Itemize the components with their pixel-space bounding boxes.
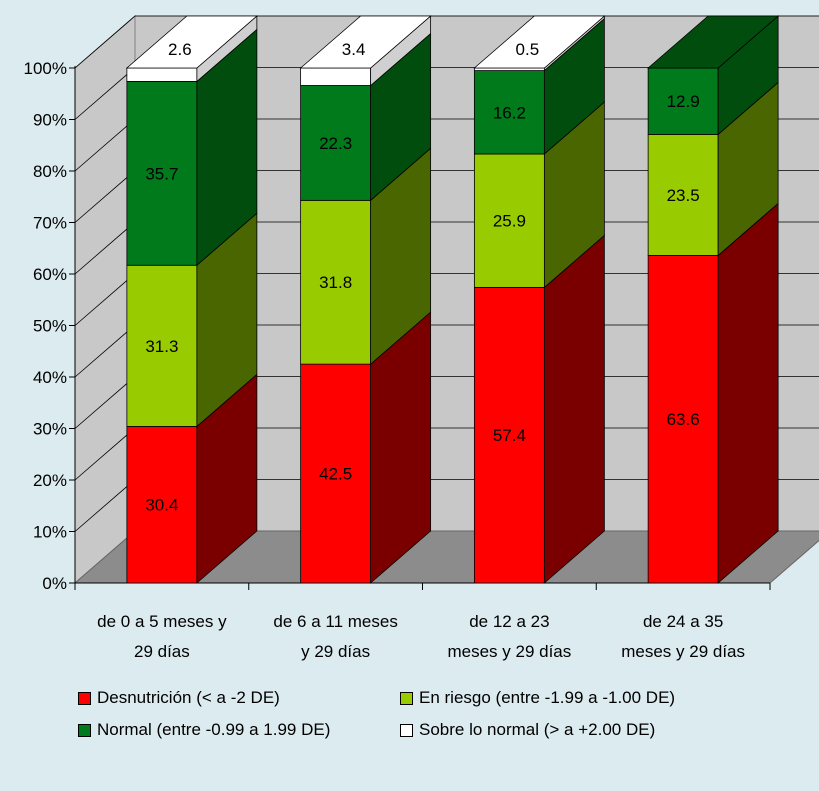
y-tick-label: 40% — [33, 368, 67, 387]
bar-segment — [647, 255, 719, 584]
legend-swatch — [78, 691, 91, 705]
legend-item: Sobre lo normal (> a +2.00 DE) — [400, 720, 768, 740]
legend-item: Desnutrición (< a -2 DE) — [78, 688, 400, 708]
y-tick-label: 50% — [33, 317, 67, 336]
y-tick-label: 80% — [33, 162, 67, 181]
x-category-label: de 0 a 5 meses y 29 días — [97, 612, 227, 661]
bar-top — [299, 15, 432, 69]
data-label: 63.6 — [667, 410, 700, 429]
x-category-label: de 12 a 23 meses y 29 días — [447, 612, 571, 661]
data-label: 23.5 — [667, 186, 700, 205]
data-label: 2.6 — [168, 40, 192, 59]
y-tick-label: 100% — [24, 59, 67, 78]
data-label: 0.5 — [516, 40, 540, 59]
y-tick-label: 70% — [33, 214, 67, 233]
bar-segment-side — [543, 234, 605, 584]
data-label: 35.7 — [145, 164, 178, 183]
data-label: 12.9 — [667, 92, 700, 111]
bar-top — [473, 15, 606, 69]
data-label: 57.4 — [493, 426, 526, 445]
bar-stack — [125, 15, 258, 584]
data-label: 25.9 — [493, 212, 526, 231]
data-label: 31.3 — [145, 337, 178, 356]
bar-segment — [300, 363, 372, 584]
y-tick-label: 60% — [33, 265, 67, 284]
legend-label: Sobre lo normal (> a +2.00 DE) — [419, 720, 656, 739]
bar-segment — [300, 85, 372, 201]
y-tick-label: 90% — [33, 111, 67, 130]
bar-segment — [300, 67, 372, 86]
bar-segment-side — [717, 202, 779, 584]
legend: Desnutrición (< a -2 DE) En riesgo (entre… — [78, 688, 768, 740]
bar-top — [647, 15, 780, 69]
y-tick-label: 30% — [33, 420, 67, 439]
legend-label: En riesgo (entre -1.99 a -1.00 DE) — [419, 688, 676, 707]
legend-swatch — [400, 691, 413, 705]
data-label: 31.8 — [319, 273, 352, 292]
legend-item: Normal (entre -0.99 a 1.99 DE) — [78, 720, 400, 740]
legend-item: En riesgo (entre -1.99 a -1.00 DE) — [400, 688, 768, 708]
y-tick-label: 0% — [42, 574, 67, 593]
bar-segment — [126, 80, 198, 266]
bar-segment — [126, 67, 198, 82]
legend-label: Normal (entre -0.99 a 1.99 DE) — [97, 720, 331, 739]
data-label: 30.4 — [145, 496, 178, 515]
stacked-bar-chart: 0% 10% 20% 30% 40% 50% 60% 70% 80% 90% 100% de 0 a … — [24, 14, 819, 661]
legend-label: Desnutrición (< a -2 DE) — [97, 688, 280, 707]
data-label: 22.3 — [319, 134, 352, 153]
bar-top — [125, 15, 258, 69]
y-tick-label: 10% — [33, 523, 67, 542]
x-category-label: de 6 a 11 meses y 29 días — [273, 612, 397, 661]
x-category-label: de 24 a 35 meses y 29 días — [621, 612, 745, 661]
y-tick-label: 20% — [33, 471, 67, 490]
bar-segment — [473, 286, 545, 584]
bar-stack — [473, 15, 606, 584]
data-label: 3.4 — [342, 40, 366, 59]
legend-swatch — [400, 723, 413, 737]
bar-segment — [473, 153, 545, 288]
bar-stack — [647, 15, 780, 584]
data-label: 16.2 — [493, 103, 526, 122]
bar-segment — [126, 264, 198, 427]
legend-swatch — [78, 723, 91, 737]
data-label: 42.5 — [319, 465, 352, 484]
bar-segment — [300, 199, 372, 365]
bar-segment — [647, 134, 719, 256]
bar-stack — [299, 15, 432, 584]
